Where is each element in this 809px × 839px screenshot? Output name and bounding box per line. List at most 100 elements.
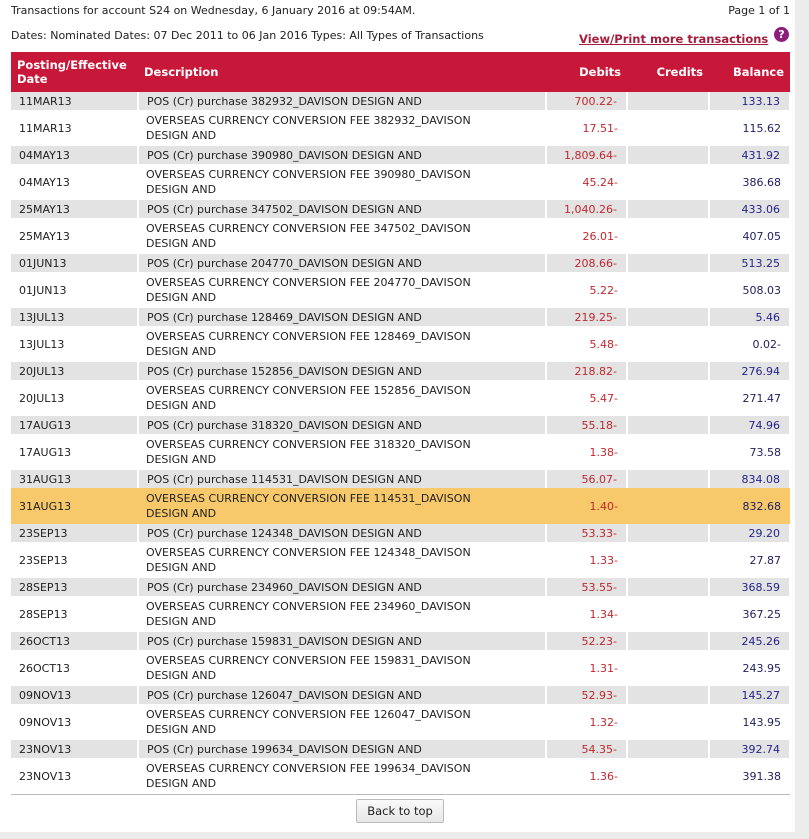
table-row[interactable]: 11MAR13 POS (Cr) purchase 382932_DAVISON … <box>11 92 791 110</box>
table-row[interactable]: 01JUN13 OVERSEAS CURRENCY CONVERSION FEE … <box>11 272 790 308</box>
cell-description: OVERSEAS CURRENCY CONVERSION FEE 390980_… <box>138 164 546 200</box>
cell-balance: 115.62 <box>709 110 790 146</box>
cell-debit: 26.01- <box>546 218 627 254</box>
table-row[interactable]: 20JUL13 POS (Cr) purchase 152856_DAVISON … <box>11 362 791 380</box>
cell-debit: 1.40- <box>546 488 627 524</box>
table-row[interactable]: 09NOV13 OVERSEAS CURRENCY CONVERSION FEE … <box>11 704 790 740</box>
cell-debit: 45.24- <box>546 164 627 200</box>
table-row[interactable]: 20JUL13 OVERSEAS CURRENCY CONVERSION FEE … <box>11 380 790 416</box>
table-row[interactable]: 28SEP13 OVERSEAS CURRENCY CONVERSION FEE … <box>11 596 790 632</box>
table-row[interactable]: 17AUG13 OVERSEAS CURRENCY CONVERSION FEE … <box>11 434 790 470</box>
table-row[interactable]: 04MAY13 OVERSEAS CURRENCY CONVERSION FEE … <box>11 164 790 200</box>
table-row[interactable]: 01JUN13 POS (Cr) purchase 204770_DAVISON … <box>11 254 791 272</box>
cell-credit <box>627 362 710 380</box>
table-row[interactable]: 28SEP13 POS (Cr) purchase 234960_DAVISON … <box>11 578 791 596</box>
cell-balance: 27.87 <box>709 542 790 578</box>
transactions-table: Posting/Effective Date Description Debit… <box>11 52 791 795</box>
cell-credit <box>627 632 710 650</box>
table-row[interactable]: 09NOV13 POS (Cr) purchase 126047_DAVISON … <box>11 686 791 704</box>
cell-debit: 218.82- <box>546 362 628 380</box>
cell-date: 23SEP13 <box>11 524 139 542</box>
table-row[interactable]: 11MAR13 OVERSEAS CURRENCY CONVERSION FEE … <box>11 110 790 146</box>
cell-balance: 73.58 <box>709 434 790 470</box>
cell-date: 20JUL13 <box>11 362 139 380</box>
view-print-more-link[interactable]: View/Print more transactions <box>579 32 769 46</box>
table-row[interactable]: 23SEP13 OVERSEAS CURRENCY CONVERSION FEE … <box>11 542 790 578</box>
table-row[interactable]: 13JUL13 OVERSEAS CURRENCY CONVERSION FEE … <box>11 326 790 362</box>
table-row[interactable]: 23SEP13 POS (Cr) purchase 124348_DAVISON … <box>11 524 791 542</box>
cell-description: POS (Cr) purchase 199634_DAVISON DESIGN … <box>138 740 547 758</box>
cell-credit <box>627 758 709 795</box>
cell-debit: 219.25- <box>546 308 628 326</box>
cell-balance: 834.08 <box>709 470 791 488</box>
cell-description: OVERSEAS CURRENCY CONVERSION FEE 234960_… <box>138 596 546 632</box>
table-row[interactable]: 23NOV13 POS (Cr) purchase 199634_DAVISON … <box>11 740 791 758</box>
cell-date: 25MAY13 <box>11 200 139 218</box>
table-row[interactable]: 13JUL13 POS (Cr) purchase 128469_DAVISON … <box>11 308 791 326</box>
cell-description: OVERSEAS CURRENCY CONVERSION FEE 114531_… <box>138 488 546 524</box>
cell-balance: 276.94 <box>709 362 791 380</box>
cell-balance: 392.74 <box>709 740 791 758</box>
page-title: Transactions for account S24 on Wednesda… <box>11 4 416 17</box>
cell-credit <box>627 218 709 254</box>
cell-date: 09NOV13 <box>11 704 138 740</box>
cell-date: 28SEP13 <box>11 578 139 596</box>
cell-date: 04MAY13 <box>11 164 138 200</box>
cell-debit: 208.66- <box>546 254 628 272</box>
table-row[interactable]: 04MAY13 POS (Cr) purchase 390980_DAVISON … <box>11 146 791 164</box>
cell-description: OVERSEAS CURRENCY CONVERSION FEE 128469_… <box>138 326 546 362</box>
cell-balance: 513.25 <box>709 254 791 272</box>
cell-credit <box>627 542 709 578</box>
cell-credit <box>627 578 710 596</box>
cell-debit: 52.23- <box>546 632 628 650</box>
cell-credit <box>627 740 710 758</box>
cell-balance: 5.46 <box>709 308 791 326</box>
cell-date: 01JUN13 <box>11 254 139 272</box>
cell-credit <box>627 596 709 632</box>
table-row[interactable]: 31AUG13 OVERSEAS CURRENCY CONVERSION FEE … <box>11 488 790 524</box>
cell-credit <box>627 434 709 470</box>
col-balance: Balance <box>709 52 790 92</box>
cell-debit: 54.35- <box>546 740 628 758</box>
cell-debit: 1.34- <box>546 596 627 632</box>
cell-description: POS (Cr) purchase 152856_DAVISON DESIGN … <box>138 362 547 380</box>
table-row[interactable]: 25MAY13 POS (Cr) purchase 347502_DAVISON … <box>11 200 791 218</box>
cell-date: 20JUL13 <box>11 380 138 416</box>
cell-balance: 431.92 <box>709 146 791 164</box>
table-row[interactable]: 26OCT13 POS (Cr) purchase 159831_DAVISON … <box>11 632 791 650</box>
cell-balance: 271.47 <box>709 380 790 416</box>
help-icon[interactable]: ? <box>774 27 789 42</box>
cell-balance: 0.02- <box>709 326 790 362</box>
cell-debit: 5.47- <box>546 380 627 416</box>
cell-description: POS (Cr) purchase 204770_DAVISON DESIGN … <box>138 254 547 272</box>
cell-balance: 133.13 <box>709 92 791 110</box>
cell-debit: 56.07- <box>546 470 628 488</box>
cell-debit: 700.22- <box>546 92 628 110</box>
cell-description: POS (Cr) purchase 347502_DAVISON DESIGN … <box>138 200 547 218</box>
cell-description: POS (Cr) purchase 234960_DAVISON DESIGN … <box>138 578 547 596</box>
cell-credit <box>627 470 710 488</box>
cell-description: OVERSEAS CURRENCY CONVERSION FEE 318320_… <box>138 434 546 470</box>
table-row[interactable]: 25MAY13 OVERSEAS CURRENCY CONVERSION FEE … <box>11 218 790 254</box>
table-row[interactable]: 26OCT13 OVERSEAS CURRENCY CONVERSION FEE … <box>11 650 790 686</box>
cell-credit <box>627 272 709 308</box>
table-row[interactable]: 17AUG13 POS (Cr) purchase 318320_DAVISON … <box>11 416 791 434</box>
cell-debit: 1.33- <box>546 542 627 578</box>
cell-credit <box>627 650 709 686</box>
cell-date: 11MAR13 <box>11 110 138 146</box>
table-row[interactable]: 23NOV13 OVERSEAS CURRENCY CONVERSION FEE … <box>11 758 790 795</box>
cell-credit <box>627 524 710 542</box>
cell-credit <box>627 686 710 704</box>
scrollbar[interactable] <box>795 0 809 839</box>
table-row[interactable]: 31AUG13 POS (Cr) purchase 114531_DAVISON … <box>11 470 791 488</box>
cell-description: POS (Cr) purchase 114531_DAVISON DESIGN … <box>138 470 547 488</box>
col-credits: Credits <box>627 52 709 92</box>
cell-debit: 17.51- <box>546 110 627 146</box>
cell-description: POS (Cr) purchase 382932_DAVISON DESIGN … <box>138 92 547 110</box>
col-date: Posting/Effective Date <box>11 52 138 92</box>
back-to-top-button[interactable]: Back to top <box>356 799 444 823</box>
cell-date: 13JUL13 <box>11 308 139 326</box>
cell-date: 01JUN13 <box>11 272 138 308</box>
cell-balance: 143.95 <box>709 704 790 740</box>
cell-description: OVERSEAS CURRENCY CONVERSION FEE 124348_… <box>138 542 546 578</box>
